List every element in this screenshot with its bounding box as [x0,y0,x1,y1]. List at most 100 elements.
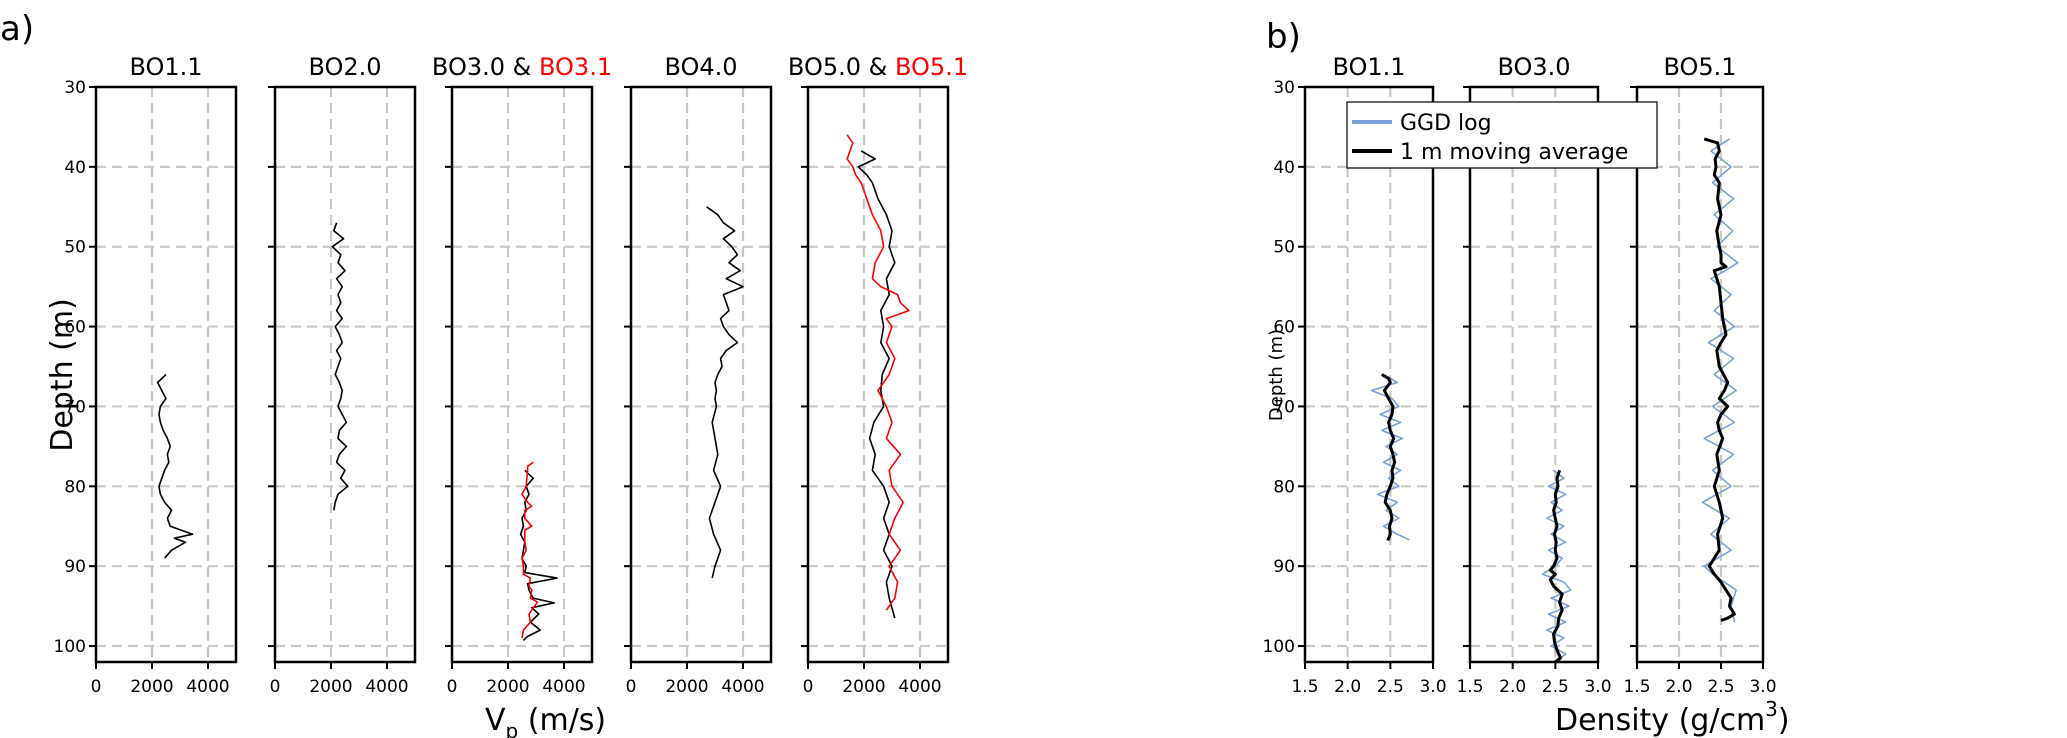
panel-title-part: BO1.1 [129,53,202,81]
legend: GGD log 1 m moving average [1346,101,1658,169]
plot-frame [1635,85,1765,664]
x-tick-label: 4000 [542,677,585,697]
panel-title: BO1.1 [129,53,202,81]
x-tick-label: 2.5 [1542,677,1569,697]
series-bo3-0 [519,469,558,641]
y-tick-label: 40 [1273,158,1295,178]
vp-label-main: V [485,703,506,738]
series-1-m-moving-average [1381,373,1397,542]
x-tick-label: 4000 [721,677,764,697]
vp-label-rest: (m/s) [518,703,606,738]
x-tick-label: 2000 [665,677,708,697]
panel-title: BO1.1 [1332,53,1405,81]
panel-title-part: BO3.0 & [432,53,539,81]
legend-label-average: 1 m moving average [1400,140,1628,165]
plot-frame [273,85,417,664]
panel-a-x-axis-label: Vp (m/s) [485,703,606,738]
legend-label-ggd: GGD log [1400,111,1492,136]
series-bo1-1 [156,373,194,559]
plot-frame [1303,85,1435,664]
panel-a-2: 0 2000 4000 BO2.0 [268,53,417,697]
y-tick-label: 100 [1263,637,1295,657]
y-tick-label: 80 [1273,477,1295,497]
y-tick-label: 80 [64,477,86,497]
x-tick-label: 0 [270,677,281,697]
x-tick-label: 3.0 [1749,677,1776,697]
plot-frame [629,85,773,664]
x-tick-label: 3.0 [1419,677,1446,697]
x-tick-label: 2.5 [1377,677,1404,697]
x-tick-label: 0 [447,677,458,697]
plot-frame [450,85,594,664]
y-tick-label: 70 [1273,397,1295,417]
x-tick-label: 2.5 [1707,677,1734,697]
y-tick-label: 60 [64,318,86,338]
density-label-sup: 3 [1765,697,1778,721]
plot-frame [1468,85,1600,664]
panel-a-3: 0 2000 4000 BO3.0 & BO3.1 [432,53,612,697]
panel-b-label: b) [1266,17,1301,57]
series-ggd-log [1541,469,1572,663]
x-tick-label: 0 [626,677,637,697]
series-bo5-1 [846,134,910,611]
panel-a-5: 0 2000 4000 BO5.0 & BO5.1 [788,53,968,697]
panel-title-part: BO5.1 [1663,53,1736,81]
legend-box [1346,101,1658,169]
x-tick-label: 4000 [365,677,408,697]
panel-title: BO2.0 [308,53,381,81]
y-tick-label: 90 [1273,557,1295,577]
y-tick-label: 50 [64,238,86,258]
panel-title: BO3.0 [1497,53,1570,81]
x-tick-label: 2000 [842,677,885,697]
vp-label-sub: p [506,719,519,738]
series-bo3-1 [521,461,539,639]
y-tick-label: 70 [64,397,86,417]
y-tick-label: 30 [1273,78,1295,98]
y-tick-label: 40 [64,158,86,178]
panel-b-x-axis-label: Density (g/cm3) [1555,697,1790,738]
x-tick-label: 3.0 [1584,677,1611,697]
panel-a-y-axis-label: Depth (m) [45,298,80,452]
y-tick-label: 90 [64,557,86,577]
x-tick-label: 1.5 [1623,677,1650,697]
x-tick-label: 0 [91,677,102,697]
x-tick-label: 2.0 [1499,677,1526,697]
panel-title-part: BO3.0 [1497,53,1570,81]
panel-title-part: BO5.0 & [788,53,895,81]
series-bo2-0 [331,222,349,511]
x-tick-label: 1.5 [1456,677,1483,697]
series-1-m-moving-average [1548,469,1564,664]
x-tick-label: 0 [803,677,814,697]
panel-a-4: 0 2000 4000 BO4.0 [624,53,773,697]
panel-title-part: BO1.1 [1332,53,1405,81]
x-tick-label: 4000 [186,677,229,697]
plot-frame [806,85,950,664]
density-label-rest: ) [1778,703,1790,738]
series-bo5-0 [857,150,896,619]
x-tick-label: 4000 [898,677,941,697]
x-tick-label: 1.5 [1291,677,1318,697]
density-label-main: Density (g/cm [1555,703,1765,738]
y-tick-label: 30 [64,78,86,98]
panel-title-part: BO4.0 [664,53,737,81]
panel-a-label: a) [0,9,34,49]
x-tick-label: 2000 [309,677,352,697]
panel-title: BO4.0 [664,53,737,81]
panel-title-part: BO2.0 [308,53,381,81]
panel-b-y-axis-label: Depth (m) [1266,329,1287,421]
y-tick-label: 50 [1273,238,1295,258]
panel-b-8: 1.5 2.0 2.5 3.0 BO5.1 [1623,53,1776,697]
panel-title-part: BO5.1 [895,53,968,81]
y-tick-label: 60 [1273,318,1295,338]
x-tick-label: 2.0 [1665,677,1692,697]
x-tick-label: 2000 [130,677,173,697]
x-tick-label: 2.0 [1334,677,1361,697]
x-tick-label: 2000 [486,677,529,697]
panel-title-part: BO3.1 [539,53,612,81]
plot-frame [94,85,238,664]
y-tick-label: 100 [54,637,86,657]
panel-title: BO5.1 [1663,53,1736,81]
